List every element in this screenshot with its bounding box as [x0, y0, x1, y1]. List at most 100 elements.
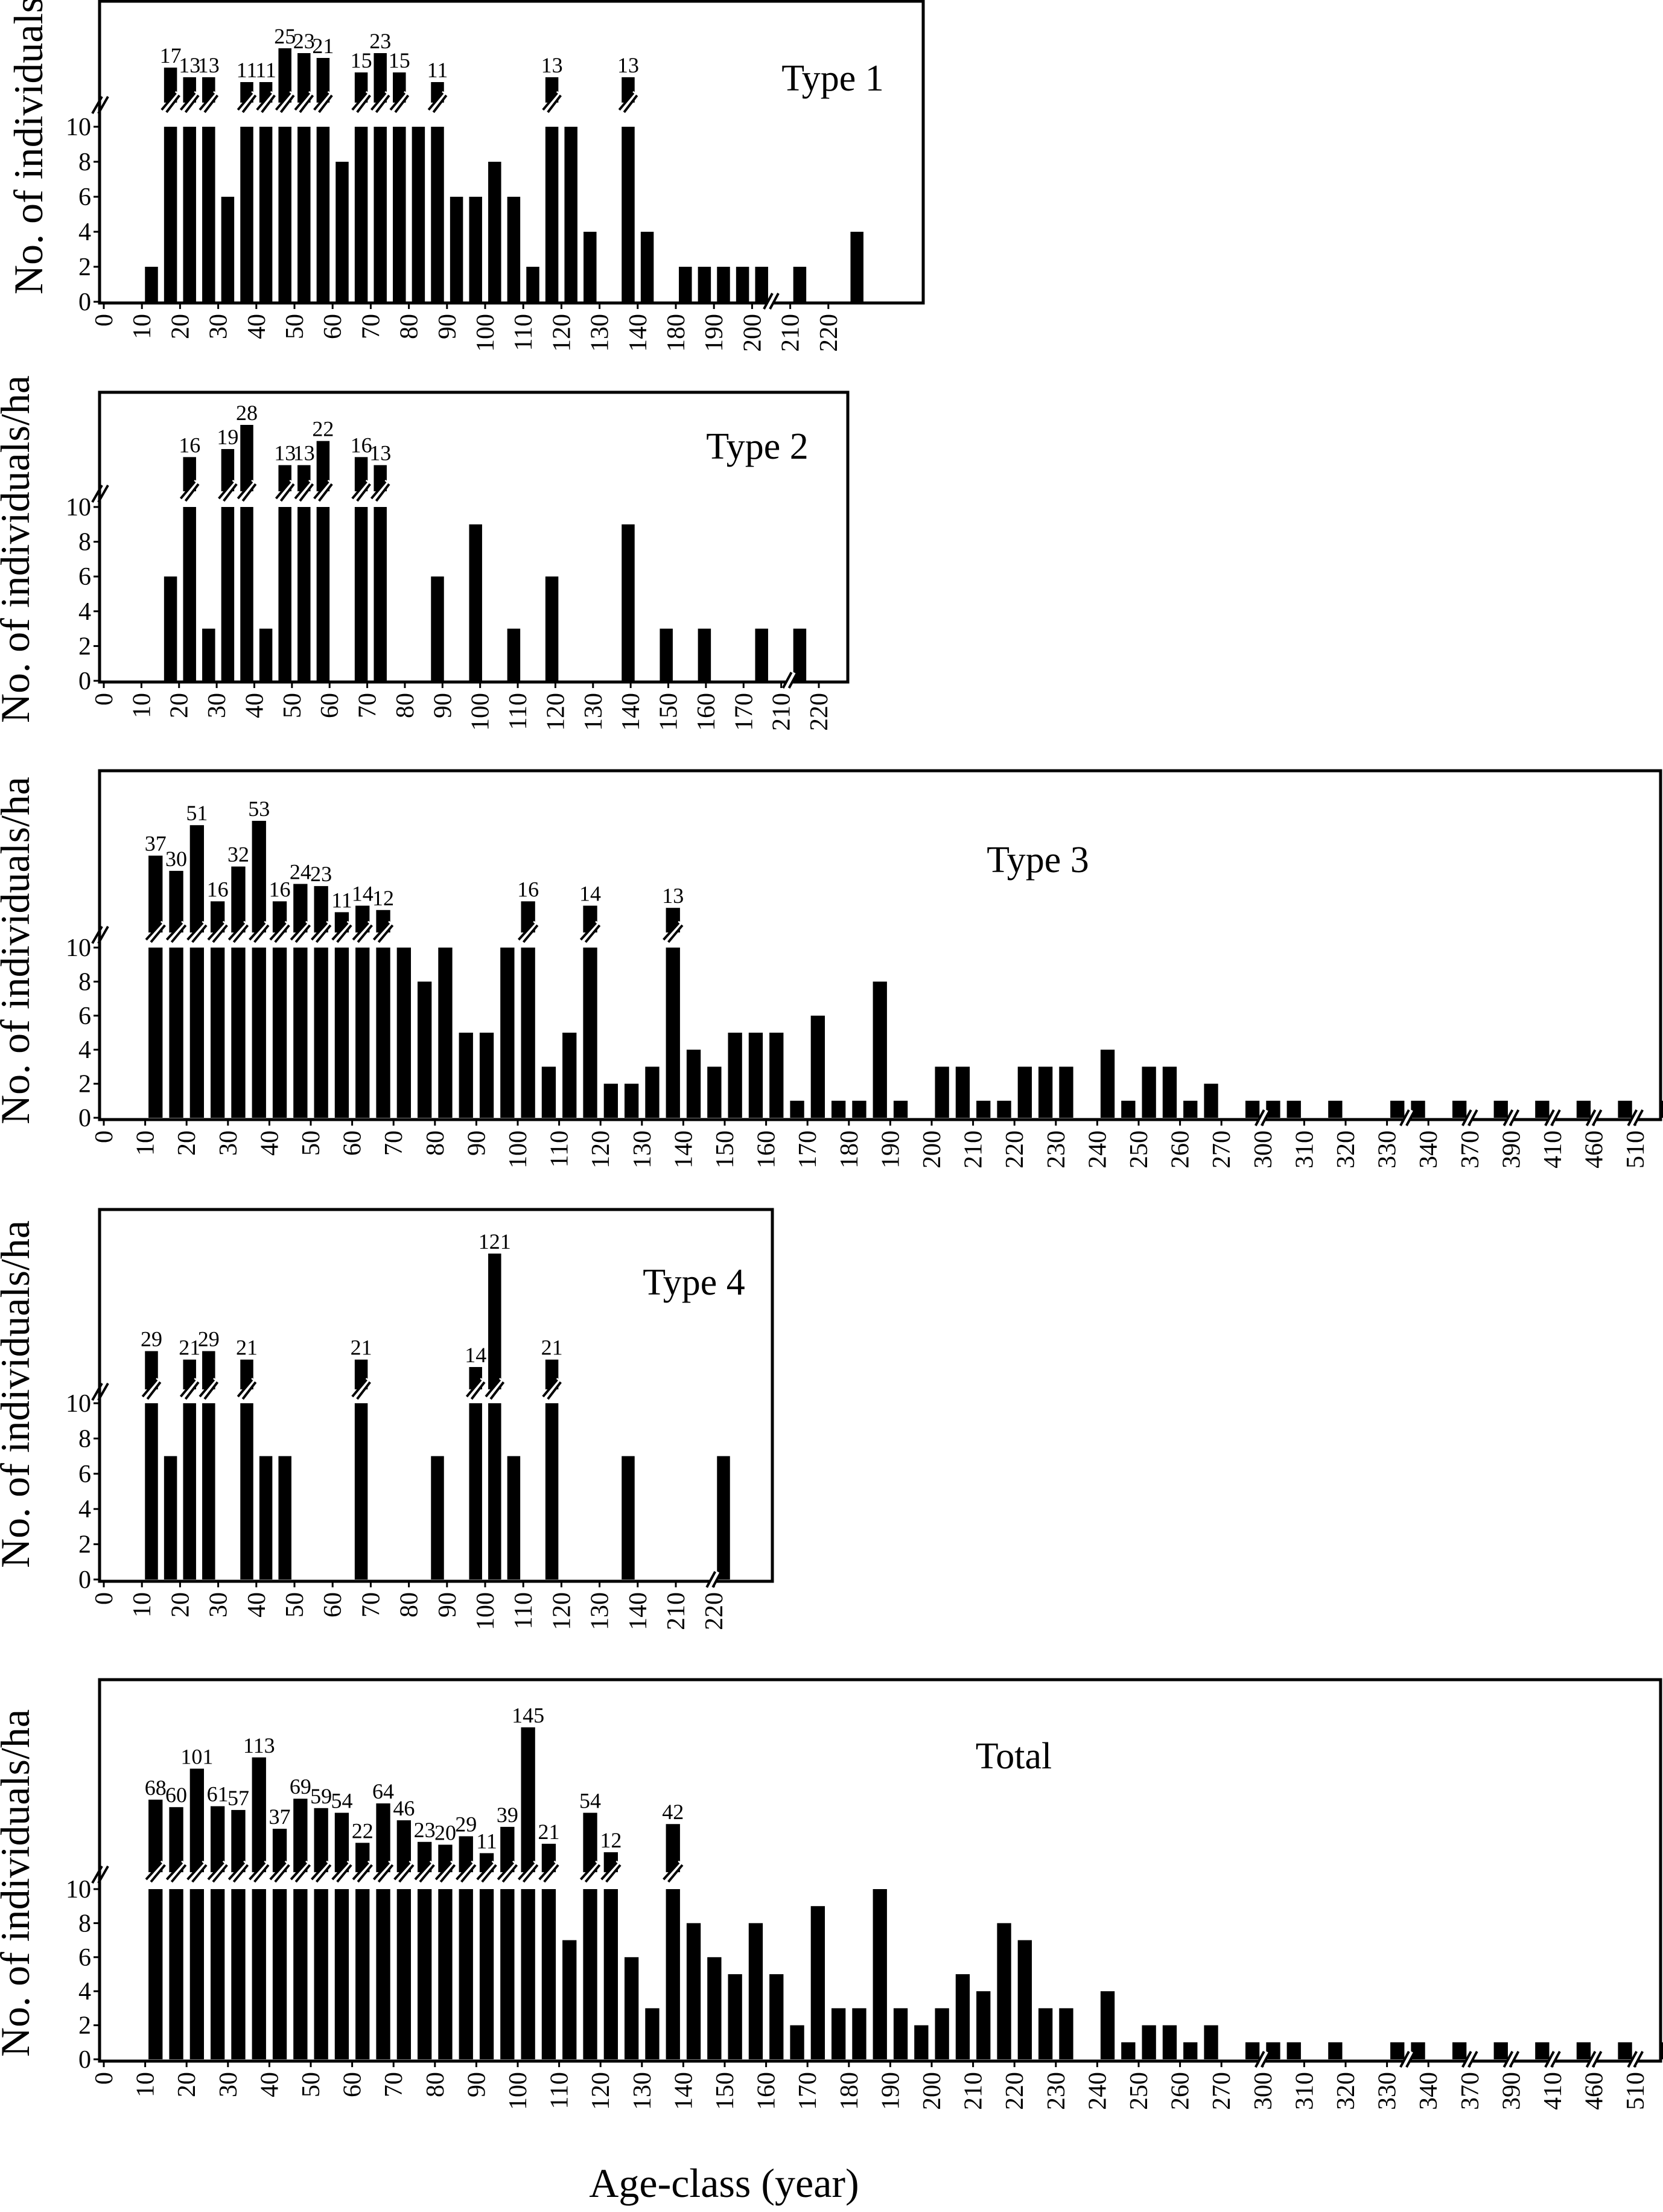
y-tick-label: 2 — [78, 253, 91, 281]
x-tick-label: 80 — [422, 1130, 450, 1156]
panel-frame — [98, 390, 850, 684]
x-tick-label: 0 — [91, 314, 118, 327]
bar — [278, 507, 291, 681]
bar-value-label: 13 — [179, 53, 200, 77]
bar — [431, 1456, 444, 1579]
x-tick-label: 60 — [316, 693, 344, 718]
bar-value-label: 37 — [145, 832, 167, 856]
bar-upper — [210, 1806, 225, 1872]
x-tick-label: 70 — [380, 1130, 408, 1156]
bar-value-label: 42 — [662, 1800, 684, 1824]
bar — [1659, 1100, 1663, 1118]
panel-title: Type 2 — [706, 426, 809, 467]
bar — [297, 507, 311, 681]
bar-upper — [202, 1351, 215, 1389]
bar — [1618, 1100, 1632, 1118]
bar — [810, 1906, 825, 2059]
bar — [259, 127, 273, 302]
bar-value-label: 13 — [369, 441, 391, 465]
x-tick-label: 70 — [380, 2072, 408, 2097]
bar-value-label: 21 — [179, 1336, 200, 1360]
bar — [183, 507, 196, 681]
bar-value-label: 11 — [476, 1829, 497, 1853]
bar — [1121, 1100, 1136, 1118]
bar — [976, 1100, 991, 1118]
bar — [148, 948, 163, 1118]
bar-value-label: 101 — [180, 1744, 213, 1768]
bar — [583, 948, 597, 1118]
x-tick-label: 190 — [877, 1130, 905, 1168]
bar — [314, 1889, 328, 2059]
bar-upper — [252, 1757, 266, 1872]
x-tick-label: 10 — [132, 2072, 160, 2097]
bar-upper — [334, 1812, 349, 1872]
x-tick-label: 250 — [1125, 2072, 1153, 2110]
x-axis-title: Age-class (year) — [589, 2160, 859, 2206]
x-tick-label: 40 — [241, 693, 269, 718]
bar-value-label: 21 — [351, 1336, 372, 1360]
bar-value-label: 13 — [662, 884, 684, 908]
bar — [541, 1066, 556, 1118]
x-tick-label: 370 — [1457, 1130, 1484, 1168]
bar — [1328, 1100, 1343, 1118]
bar — [189, 1889, 205, 2059]
bar — [469, 524, 482, 681]
bar-value-label: 15 — [351, 48, 372, 72]
bar-value-label: 16 — [351, 433, 372, 457]
bar-value-label: 29 — [455, 1812, 477, 1836]
x-tick-label: 260 — [1167, 2072, 1195, 2110]
x-tick-label: 340 — [1415, 1130, 1443, 1168]
x-tick-label: 170 — [794, 2072, 822, 2110]
bar — [252, 948, 266, 1118]
bar — [793, 267, 807, 302]
bar — [169, 1889, 183, 2059]
x-tick-label: 110 — [546, 1130, 574, 1167]
y-axis-title: No. of individuals/ha — [0, 375, 38, 723]
x-tick-label: 120 — [548, 1592, 576, 1630]
bar — [1245, 1100, 1260, 1118]
x-tick-label: 40 — [256, 2072, 284, 2097]
x-tick-label: 220 — [701, 1592, 728, 1630]
bar — [1121, 2042, 1136, 2059]
bar — [1059, 2008, 1073, 2059]
x-tick-label: 130 — [629, 1130, 657, 1168]
bar — [354, 1403, 368, 1579]
bar — [521, 948, 535, 1118]
bar-upper — [500, 1826, 515, 1872]
bar — [852, 1100, 866, 1118]
bar — [164, 576, 177, 681]
bar-upper — [272, 1829, 287, 1872]
bar — [755, 628, 768, 681]
bar — [272, 948, 287, 1118]
y-tick-label: 6 — [78, 1461, 91, 1488]
bar — [374, 127, 387, 302]
y-tick-label: 8 — [78, 148, 91, 176]
bar — [479, 1889, 494, 2059]
bar — [624, 1083, 639, 1118]
bar — [259, 628, 273, 681]
bar — [545, 1403, 559, 1579]
bar-upper — [240, 425, 253, 491]
x-tick-label: 70 — [357, 1592, 385, 1618]
x-tick-label: 10 — [132, 1130, 160, 1156]
bar-value-label: 23 — [293, 29, 315, 53]
bar-value-label: 16 — [269, 877, 291, 901]
x-tick-label: 120 — [587, 2072, 615, 2110]
bar — [1452, 2042, 1467, 2059]
bar — [240, 1403, 253, 1579]
y-tick-label: 8 — [78, 968, 91, 996]
bar — [645, 1066, 660, 1118]
bar — [873, 981, 887, 1118]
bar-upper — [231, 1809, 246, 1872]
x-tick-label: 20 — [167, 1592, 194, 1618]
bar-upper — [314, 1808, 328, 1872]
bar — [1390, 1100, 1405, 1118]
bar — [297, 127, 311, 302]
x-tick-label: 390 — [1498, 2072, 1525, 2110]
y-tick-label: 0 — [78, 1566, 91, 1594]
x-tick-label: 220 — [1001, 2072, 1029, 2110]
x-tick-label: 110 — [504, 693, 532, 730]
bar-value-label: 32 — [227, 843, 249, 867]
bar-upper — [189, 1768, 205, 1872]
bar — [272, 1889, 287, 2059]
